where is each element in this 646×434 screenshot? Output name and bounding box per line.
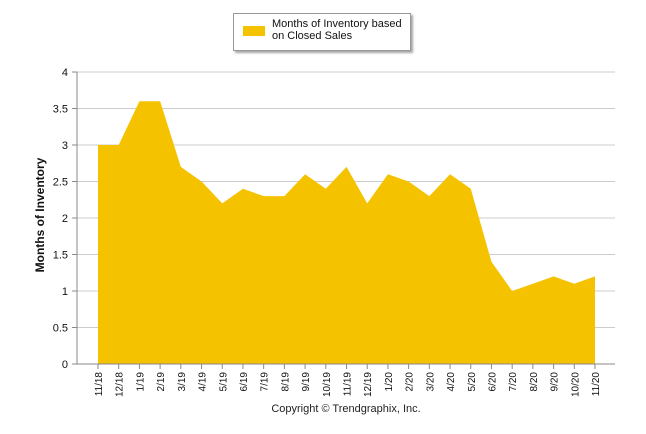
x-tick-label: 7/19 [260, 372, 271, 392]
x-tick-label: 8/20 [529, 372, 540, 392]
legend: Months of Inventory based on Closed Sale… [233, 13, 411, 51]
y-tick-label: 0.5 [53, 323, 68, 335]
x-tick-label: 11/20 [591, 372, 602, 397]
y-tick-label: 2 [62, 213, 68, 225]
y-axis-label: Months of Inventory [33, 157, 47, 273]
x-tick-label: 3/20 [425, 372, 436, 392]
x-tick-label: 1/20 [384, 372, 395, 392]
legend-swatch [243, 26, 265, 36]
x-tick-label: 5/19 [218, 372, 229, 392]
area-series [98, 101, 595, 364]
x-tick-label: 6/19 [239, 372, 250, 392]
y-tick-label: 3.5 [53, 104, 68, 116]
legend-label: Months of Inventory based on Closed Sale… [272, 18, 402, 42]
x-tick-label: 2/19 [156, 372, 167, 392]
x-tick-label: 2/20 [405, 372, 416, 392]
x-tick-label: 12/18 [115, 372, 126, 397]
y-tick-label: 2.5 [53, 177, 68, 189]
x-tick-label: 12/19 [363, 372, 374, 397]
x-tick-label: 7/20 [508, 372, 519, 392]
copyright-footer: Copyright © Trendgraphix, Inc. [271, 403, 421, 415]
y-tick-label: 1.5 [53, 250, 68, 262]
x-tick-label: 6/20 [487, 372, 498, 392]
x-tick-label: 3/19 [177, 372, 188, 392]
x-tick-label: 4/19 [198, 372, 209, 392]
y-tick-label: 0 [62, 359, 68, 371]
y-tick-label: 1 [62, 286, 68, 298]
x-tick-label: 11/18 [94, 372, 105, 397]
x-tick-label: 9/20 [550, 372, 561, 392]
y-tick-label: 3 [62, 140, 68, 152]
y-tick-label: 4 [62, 67, 68, 79]
x-tick-label: 4/20 [446, 372, 457, 392]
x-tick-label: 10/20 [570, 372, 581, 397]
x-tick-label: 1/19 [135, 372, 146, 392]
x-tick-label: 9/19 [301, 372, 312, 392]
x-tick-label: 5/20 [467, 372, 478, 392]
x-tick-label: 8/19 [280, 372, 291, 392]
x-tick-label: 11/19 [343, 372, 354, 397]
x-tick-label: 10/19 [322, 372, 333, 397]
